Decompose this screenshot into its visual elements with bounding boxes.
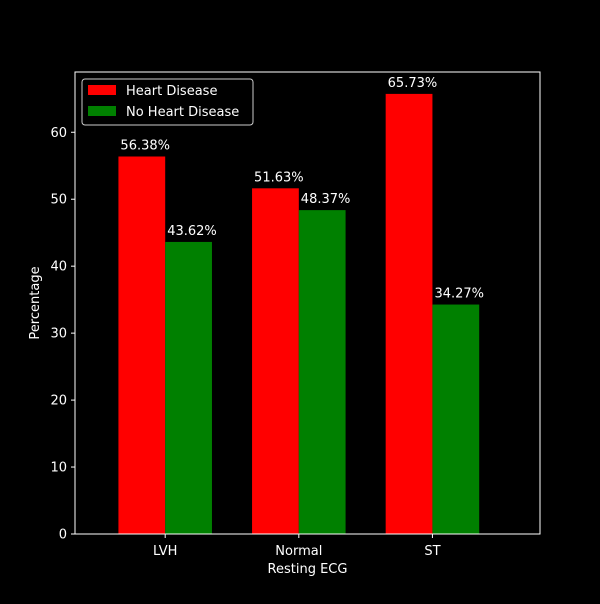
bar-heart-disease-st bbox=[385, 93, 433, 534]
x-axis: LVH Normal ST bbox=[153, 534, 441, 559]
value-label: 43.62% bbox=[167, 224, 217, 239]
x-tick-label: Normal bbox=[275, 544, 322, 559]
x-tick-label: ST bbox=[424, 544, 440, 559]
legend-label: No Heart Disease bbox=[126, 105, 239, 120]
x-tick-label: LVH bbox=[153, 544, 177, 559]
legend: Heart Disease No Heart Disease bbox=[81, 78, 254, 126]
value-label: 48.37% bbox=[301, 192, 351, 207]
value-label: 56.38% bbox=[120, 139, 170, 154]
value-labels-layer: 56.38% 43.62% 51.63% 48.37% 65.73% 34.27% bbox=[120, 76, 484, 302]
bar-heart-disease-normal bbox=[252, 188, 299, 535]
y-tick-label: 0 bbox=[59, 528, 67, 543]
bar-no-heart-disease-normal bbox=[298, 210, 346, 534]
value-label: 34.27% bbox=[434, 287, 484, 302]
y-axis-title: Percentage bbox=[28, 266, 43, 339]
legend-swatch bbox=[88, 106, 116, 116]
y-tick-label: 60 bbox=[50, 126, 67, 141]
legend-swatch bbox=[88, 85, 116, 95]
legend-box bbox=[81, 78, 254, 126]
bars-layer bbox=[118, 93, 480, 535]
y-tick-label: 20 bbox=[50, 394, 67, 409]
bar-heart-disease-lvh bbox=[118, 156, 166, 534]
y-tick-label: 40 bbox=[50, 260, 67, 275]
bar-no-heart-disease-st bbox=[432, 304, 480, 534]
y-axis: 0 10 20 30 40 50 60 bbox=[50, 126, 75, 543]
y-tick-label: 50 bbox=[50, 193, 67, 208]
y-tick-label: 30 bbox=[50, 327, 67, 342]
bar-no-heart-disease-lvh bbox=[165, 241, 212, 534]
value-label: 51.63% bbox=[254, 170, 304, 185]
plot-frame bbox=[74, 71, 541, 535]
legend-label: Heart Disease bbox=[126, 84, 217, 99]
y-tick-label: 10 bbox=[50, 461, 67, 476]
value-label: 65.73% bbox=[388, 76, 438, 91]
x-axis-title: Resting ECG bbox=[268, 562, 348, 577]
